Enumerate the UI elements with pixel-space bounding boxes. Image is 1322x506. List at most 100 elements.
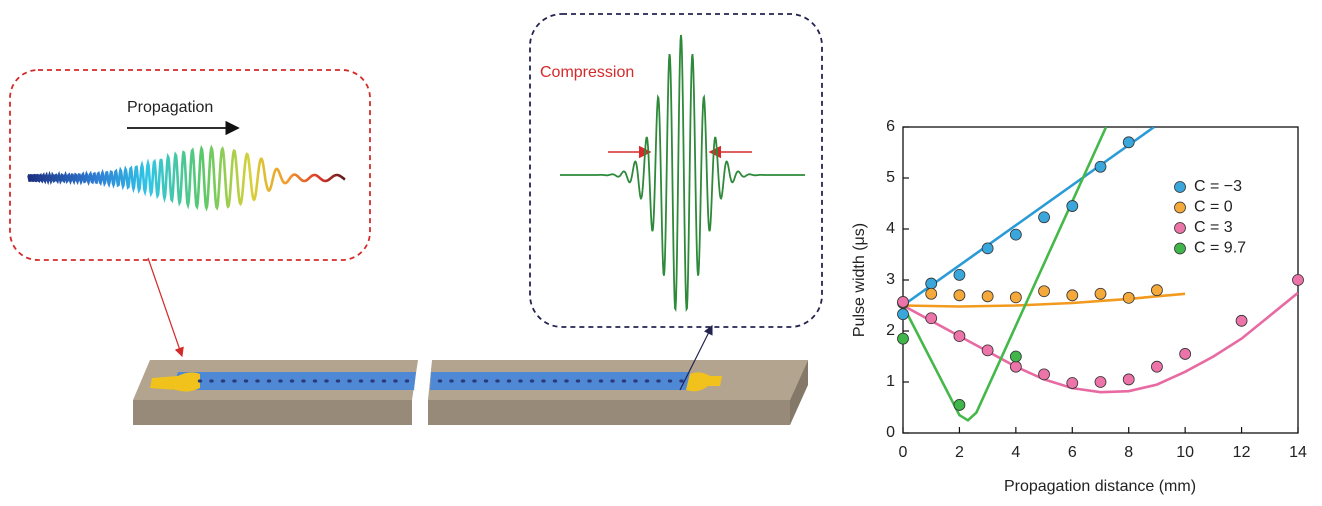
data-point xyxy=(1038,285,1050,298)
hole xyxy=(370,379,375,383)
hole xyxy=(324,379,329,383)
hole xyxy=(621,379,627,383)
data-point xyxy=(1122,291,1135,304)
fit-line xyxy=(903,127,1155,307)
data-point xyxy=(981,290,994,303)
hole xyxy=(575,379,581,383)
hole xyxy=(506,379,512,383)
hole xyxy=(633,379,638,383)
hole xyxy=(656,379,661,383)
fit-line xyxy=(903,291,1298,394)
hole xyxy=(197,379,203,383)
data-point xyxy=(953,399,966,411)
hole xyxy=(381,379,387,383)
legend-label: C = 9.7 xyxy=(1194,240,1246,257)
data-point xyxy=(1094,287,1107,300)
hole xyxy=(449,379,454,383)
data-point xyxy=(1151,360,1163,373)
y-tick-label: 3 xyxy=(886,271,895,288)
hole xyxy=(667,379,673,383)
data-point xyxy=(897,332,909,345)
y-tick-label: 4 xyxy=(886,220,895,237)
hole xyxy=(552,379,558,383)
data-point xyxy=(925,287,938,300)
input-arrow xyxy=(147,257,184,358)
data-point xyxy=(1094,376,1107,388)
hole xyxy=(437,379,443,383)
data-point xyxy=(897,308,909,321)
hole xyxy=(312,379,318,383)
waveguide xyxy=(133,360,808,425)
x-tick-label: 14 xyxy=(1289,444,1307,461)
compression-label: Compression xyxy=(540,64,634,81)
data-point xyxy=(925,277,938,290)
hole xyxy=(243,379,249,383)
data-point xyxy=(1122,136,1135,149)
data-point xyxy=(1038,211,1050,224)
hole xyxy=(347,379,352,383)
hole xyxy=(598,379,604,383)
y-tick-label: 1 xyxy=(886,373,895,390)
hole xyxy=(404,379,410,383)
fit-line xyxy=(903,127,1108,422)
x-tick-label: 10 xyxy=(1176,444,1194,461)
x-axis-label: Propagation distance (mm) xyxy=(1004,478,1196,495)
compressed-pulse xyxy=(560,34,805,312)
hole xyxy=(564,379,569,383)
hole xyxy=(472,379,477,383)
hole xyxy=(220,379,226,383)
x-tick-label: 0 xyxy=(899,444,908,461)
legend-label: C = 0 xyxy=(1194,199,1233,216)
hole xyxy=(644,379,650,383)
x-tick-label: 12 xyxy=(1233,444,1251,461)
data-point xyxy=(981,344,994,357)
data-point xyxy=(1151,284,1163,297)
hole xyxy=(495,379,500,383)
data-point xyxy=(897,296,909,308)
data-point xyxy=(1009,291,1022,304)
data-point xyxy=(1235,314,1248,327)
chirped-pulse xyxy=(27,144,346,212)
data-point xyxy=(1066,200,1079,212)
hole xyxy=(335,379,341,383)
legend-label: C = −3 xyxy=(1194,178,1242,195)
data-point xyxy=(1122,373,1135,386)
input-box xyxy=(9,69,371,261)
hole xyxy=(518,379,523,383)
propagation-label: Propagation xyxy=(127,99,213,116)
chart: Propagation distance (mm) Pulse width (μ… xyxy=(851,118,1307,495)
data-point xyxy=(1066,377,1079,389)
x-tick-label: 2 xyxy=(955,444,964,461)
legend-marker xyxy=(1174,242,1186,255)
legend-marker xyxy=(1174,222,1186,234)
data-point xyxy=(1009,360,1022,373)
hole xyxy=(460,379,466,383)
y-tick-label: 6 xyxy=(886,118,895,135)
data-point xyxy=(925,312,938,325)
fit-line xyxy=(903,292,1186,308)
legend-marker xyxy=(1174,181,1186,193)
hole xyxy=(541,379,546,383)
y-tick-label: 5 xyxy=(886,169,895,186)
data-point xyxy=(1292,274,1304,286)
x-tick-label: 4 xyxy=(1011,444,1020,461)
hole xyxy=(255,379,260,383)
hole xyxy=(393,379,398,383)
data-point xyxy=(1179,348,1192,360)
y-axis-label: Pulse width (μs) xyxy=(851,223,868,337)
y-tick-label: 0 xyxy=(886,424,895,441)
hole xyxy=(289,379,295,383)
hole xyxy=(209,379,214,383)
legend-marker xyxy=(1174,201,1186,214)
hole xyxy=(483,379,489,383)
data-point xyxy=(1066,289,1079,302)
hole xyxy=(529,379,535,383)
x-tick-label: 8 xyxy=(1124,444,1133,461)
data-point xyxy=(1038,368,1050,381)
data-point xyxy=(953,268,966,281)
output-arrow xyxy=(679,324,713,391)
x-tick-label: 6 xyxy=(1068,444,1077,461)
data-point xyxy=(1009,228,1022,241)
legend-label: C = 3 xyxy=(1194,219,1233,236)
